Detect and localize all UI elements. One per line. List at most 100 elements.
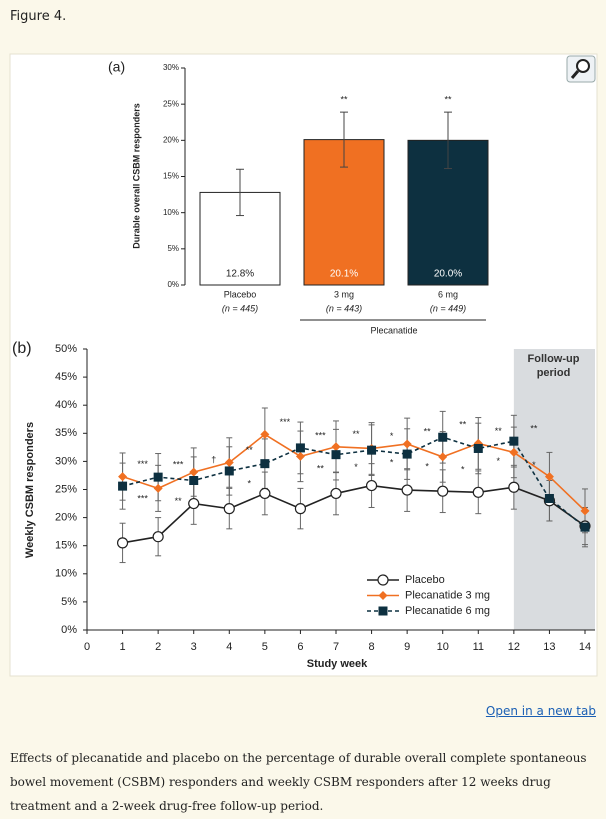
marker: [402, 439, 412, 449]
legend-marker: [378, 606, 388, 616]
y-tick-label: 30%: [163, 63, 179, 72]
marker: [367, 445, 377, 455]
x-tick-label: 9: [404, 641, 410, 653]
panel-label: (a): [108, 59, 125, 75]
marker: [509, 447, 519, 457]
open-link[interactable]: Open in a new tab: [485, 704, 596, 718]
marker: [331, 442, 341, 452]
marker: [472, 486, 484, 498]
group-label: Plecanatide: [370, 325, 417, 335]
significance: **: [459, 420, 467, 430]
significance: **: [317, 464, 325, 474]
y-tick-label: 30%: [55, 455, 77, 467]
significance: ***: [137, 459, 148, 469]
marker: [330, 487, 342, 500]
x-tick-label: 2: [155, 641, 161, 653]
significance: *: [390, 431, 394, 441]
significance: **: [530, 424, 538, 434]
significance: †: [211, 454, 216, 464]
y-axis-label: Durable overall CSBM responders: [131, 103, 141, 249]
x-tick-label: 14: [579, 641, 591, 653]
panel-label: (b): [12, 340, 32, 357]
y-tick-label: 10%: [55, 568, 77, 580]
marker: [152, 531, 164, 543]
marker: [473, 443, 483, 453]
shaded-region: [513, 349, 595, 630]
error-bar: [340, 111, 348, 168]
marker: [188, 497, 200, 510]
marker: [401, 484, 413, 496]
significance: **: [352, 429, 360, 439]
marker: [116, 537, 129, 549]
x-tick-label: 13: [543, 641, 555, 653]
marker: [438, 452, 448, 462]
x-tick-label: 3: [191, 641, 197, 653]
marker: [509, 436, 519, 446]
marker: [153, 483, 163, 493]
series-line: [122, 436, 586, 528]
x-tick-label: 6 mg: [438, 289, 458, 299]
marker: [118, 481, 128, 491]
y-tick-label: 10%: [163, 208, 179, 217]
marker: [295, 443, 305, 453]
significance: *: [461, 464, 465, 474]
value-label: 12.8%: [226, 269, 254, 280]
significance: **: [246, 445, 254, 455]
marker: [224, 458, 234, 468]
significance: **: [495, 426, 503, 436]
figure: (a)Durable overall CSBM responders0%5%10…: [9, 53, 598, 677]
significance: **: [340, 94, 348, 104]
y-tick-label: 35%: [55, 427, 77, 439]
series-line: [122, 484, 586, 544]
marker: [331, 450, 341, 460]
caption: Effects of plecanatide and placebo on th…: [10, 751, 587, 813]
y-tick-label: 5%: [61, 596, 77, 608]
marker: [189, 467, 199, 477]
significance: ***: [315, 430, 326, 440]
x-tick-label: 1: [120, 641, 126, 653]
significance: *: [354, 462, 358, 472]
legend-marker: [378, 591, 388, 600]
x-tick-label: Placebo: [224, 289, 257, 299]
y-tick-label: 25%: [55, 483, 77, 495]
x-tick-label: 5: [262, 641, 268, 653]
marker: [260, 429, 270, 439]
follow-up-label: Follow-up period: [527, 353, 580, 379]
x-tick-label: 0: [84, 641, 90, 653]
marker: [580, 522, 590, 532]
x-tick-label: 11: [473, 641, 484, 653]
y-tick-label: 15%: [55, 540, 77, 552]
marker: [295, 451, 305, 461]
zoom-icon[interactable]: [566, 55, 596, 83]
error-bar: [444, 111, 452, 170]
x-tick-sublabel: (n = 449): [430, 303, 466, 313]
marker: [260, 459, 270, 469]
marker: [259, 487, 271, 500]
figure-label: Figure 4.: [10, 9, 67, 24]
legend-label: Plecanatide 6 mg: [405, 605, 490, 617]
marker: [437, 485, 449, 497]
significance: *: [532, 460, 536, 470]
significance: *: [425, 461, 429, 471]
significance: *: [390, 458, 394, 468]
series-line: [122, 433, 586, 512]
marker: [189, 476, 199, 486]
error-bar: [236, 168, 244, 217]
y-tick-label: 5%: [167, 244, 179, 253]
x-tick-label: 6: [297, 641, 303, 653]
y-axis-label: Weekly CSBM responders: [24, 422, 36, 558]
x-axis-label: Study week: [307, 658, 368, 670]
marker: [118, 472, 128, 482]
marker: [508, 481, 520, 493]
legend-marker: [377, 574, 389, 586]
x-tick-sublabel: (n = 445): [222, 303, 258, 313]
y-tick-label: 20%: [55, 512, 77, 524]
x-tick-sublabel: (n = 443): [326, 303, 362, 313]
significance: **: [175, 496, 183, 506]
significance: ***: [137, 494, 148, 504]
y-tick-label: 0%: [61, 624, 77, 636]
legend-label: Plecanatide 3 mg: [405, 589, 490, 601]
marker: [544, 493, 554, 503]
significance: ***: [280, 417, 291, 427]
